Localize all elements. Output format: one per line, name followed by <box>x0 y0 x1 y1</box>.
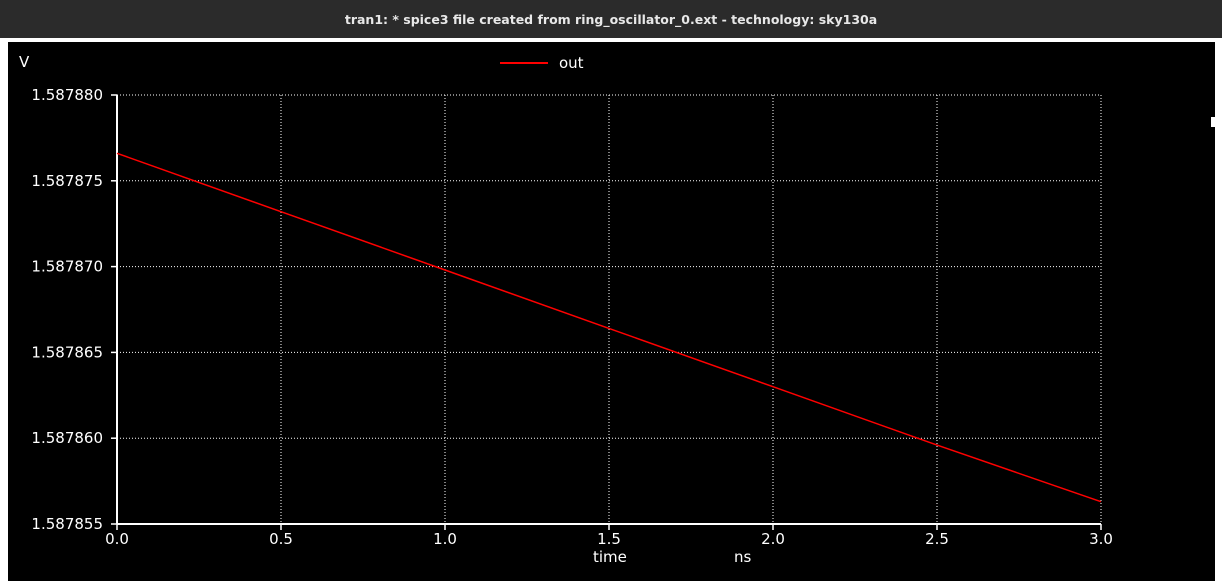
y-tick-label: 1.587880 <box>31 86 103 104</box>
y-tick-label: 1.587870 <box>31 258 103 276</box>
x-tick-label: 3.0 <box>1089 530 1113 548</box>
x-axis-unit: ns <box>734 548 752 566</box>
y-axis-label: V <box>19 53 30 71</box>
x-tick-label: 2.5 <box>925 530 949 548</box>
window-title: tran1: * spice3 file created from ring_o… <box>344 11 878 27</box>
window-body: 0.0 0.5 1.0 1.5 2.0 2.5 3.0 1.587855 1.587860 1.5… <box>0 38 1222 585</box>
y-tick-label: 1.587865 <box>31 343 103 361</box>
x-axis-label: time <box>593 548 627 566</box>
y-tick-label: 1.587860 <box>31 429 103 447</box>
series-layer <box>116 152 1102 503</box>
y-tick-label: 1.587855 <box>31 515 103 533</box>
plot-area[interactable]: 0.0 0.5 1.0 1.5 2.0 2.5 3.0 1.587855 1.587860 1.5… <box>8 42 1215 581</box>
scroll-indicator[interactable] <box>1211 117 1215 127</box>
x-tick-label: 1.0 <box>433 530 457 548</box>
x-tick-label: 0.5 <box>269 530 293 548</box>
y-tick-label: 1.587875 <box>31 172 103 190</box>
x-tick-label: 0.0 <box>105 530 129 548</box>
x-tick-label: 2.0 <box>761 530 785 548</box>
series-line-out <box>116 152 1102 503</box>
x-tick-label: 1.5 <box>597 530 621 548</box>
window-titlebar[interactable]: tran1: * spice3 file created from ring_o… <box>0 0 1222 38</box>
line-chart: 0.0 0.5 1.0 1.5 2.0 2.5 3.0 1.587855 1.587860 1.5… <box>19 53 1113 566</box>
tick-labels: 0.0 0.5 1.0 1.5 2.0 2.5 3.0 1.587855 1.587860 1.5… <box>31 86 1113 548</box>
legend-label-out: out <box>559 54 584 72</box>
grid-layer <box>117 94 1102 524</box>
axes-layer <box>111 94 1102 530</box>
legend: out <box>500 54 584 72</box>
